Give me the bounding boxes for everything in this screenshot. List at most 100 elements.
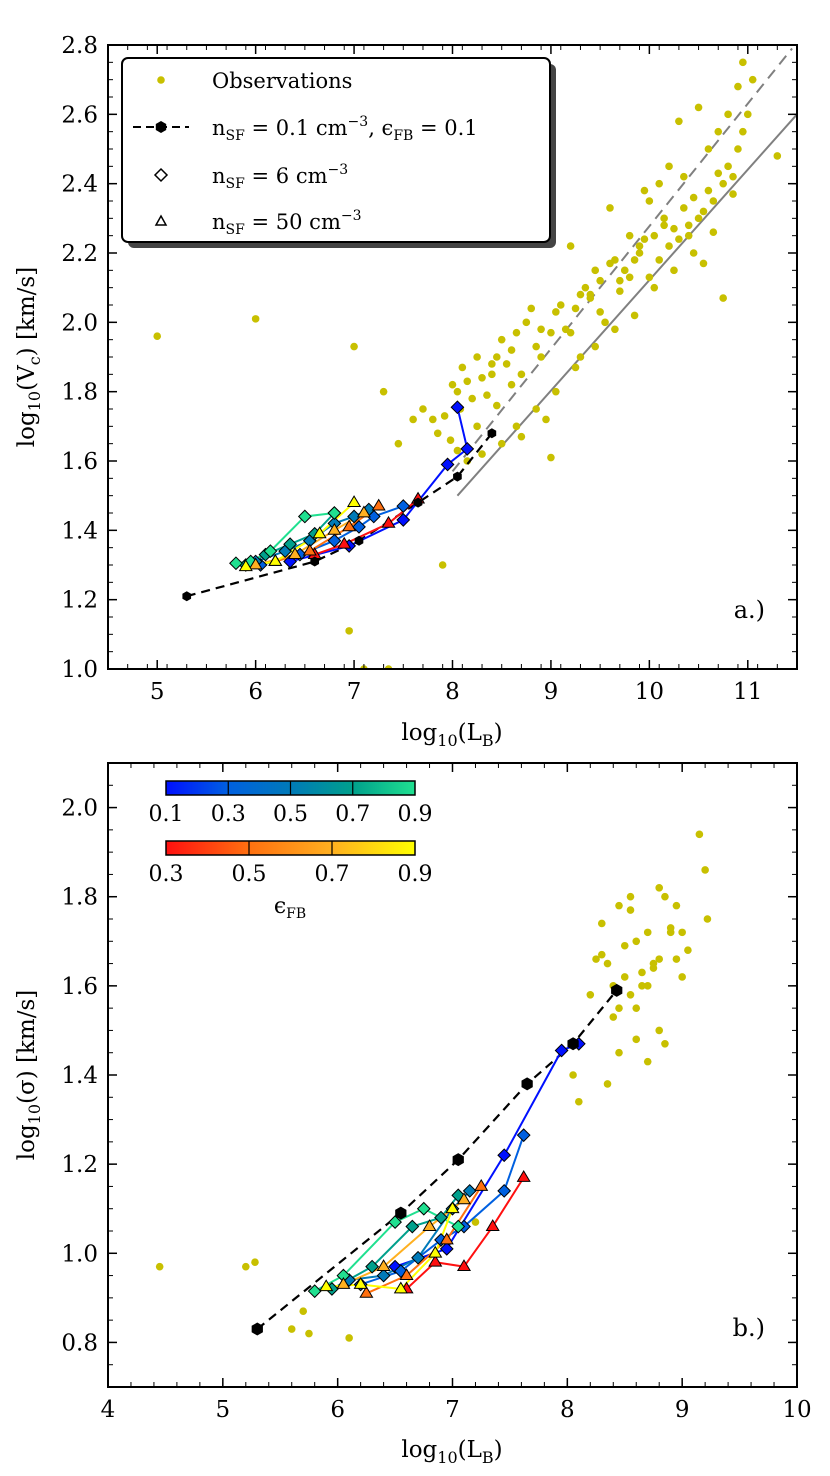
panel-b-observation-point bbox=[655, 955, 663, 963]
panel-b-diamond-marker bbox=[376, 1268, 391, 1283]
panel-a-observation-point bbox=[729, 172, 737, 181]
panel-b-x-axis-label: log10(LB) bbox=[401, 1437, 502, 1467]
panel-a-observation-point bbox=[684, 231, 693, 240]
panel-a-observation-point bbox=[616, 276, 624, 285]
panel-b-observation-point bbox=[638, 982, 646, 990]
panel-b-observation-point bbox=[695, 830, 704, 839]
panel-b-diamond-marker bbox=[405, 1219, 420, 1234]
panel-a-observation-point bbox=[581, 283, 590, 292]
panel-b-observation-point bbox=[626, 892, 635, 901]
panel-a-observation-point bbox=[552, 387, 560, 396]
panel-a-observation-point bbox=[620, 266, 629, 275]
panel-a-triangle-marker bbox=[337, 536, 352, 549]
panel-b-frame bbox=[107, 762, 798, 1388]
panel-b-triangle-marker bbox=[393, 1281, 408, 1294]
panel-a-observation-point bbox=[571, 304, 580, 313]
panel-b-x-tick-label: 6 bbox=[330, 1397, 345, 1423]
panel-a-reference-line-dashed bbox=[451, 47, 793, 473]
legend-hexagon-icon bbox=[155, 121, 167, 133]
panel-b-x-tick-label: 7 bbox=[445, 1397, 460, 1423]
panel-a-observation-point bbox=[345, 627, 353, 635]
colorbar-diamond-tick-label: 0.3 bbox=[211, 802, 246, 827]
panel-a-triangle-marker bbox=[248, 557, 263, 570]
panel-a-observation-point bbox=[448, 380, 457, 389]
panel-a-observation-point bbox=[665, 242, 673, 250]
panel-a-observation-point bbox=[699, 207, 708, 216]
panel-a-observation-point bbox=[734, 82, 742, 91]
panel-a-observation-point bbox=[630, 256, 639, 264]
panel-a-observation-point bbox=[522, 318, 531, 327]
panel-a-observation-point bbox=[492, 401, 501, 410]
panel-a-observation-point bbox=[478, 374, 486, 382]
panel-a-y-tick-label: 2.0 bbox=[61, 310, 98, 336]
panel-a-observation-point bbox=[478, 450, 486, 458]
panel-a-x-tick-label: 6 bbox=[248, 679, 263, 705]
panel-a-observation-point bbox=[394, 439, 403, 448]
panel-b-fiducial-hexagon-marker bbox=[611, 983, 623, 997]
panel-a-observation-point bbox=[630, 311, 639, 320]
panel-a-observation-point bbox=[650, 231, 659, 240]
panel-b-x-tick-label: 9 bbox=[675, 1397, 690, 1423]
panel-a-observation-point bbox=[502, 360, 511, 368]
panel-a-diamond-marker bbox=[283, 537, 297, 552]
panel-b-observation-point bbox=[620, 973, 629, 981]
panel-a-x-tick-label: 8 bbox=[445, 679, 460, 705]
panel-a-observation-point bbox=[517, 432, 526, 441]
panel-b-observation-point bbox=[597, 919, 606, 928]
panel-a-observation-point bbox=[507, 346, 516, 354]
panel-a-y-tick-label: 1.0 bbox=[61, 657, 98, 683]
panel-a-plot-area bbox=[153, 47, 797, 669]
panel-b-y-tick-label: 2.0 bbox=[61, 796, 98, 822]
legend-diamond-label: nSF = 6 cm−3 bbox=[212, 162, 348, 192]
panel-a-observation-point bbox=[497, 335, 506, 344]
panel-a-observation-point bbox=[635, 249, 644, 257]
panel-a-observation-point bbox=[719, 294, 727, 302]
panel-a-triangle-marker bbox=[381, 515, 396, 528]
legend: Observations nSF = 0.1 cm−3, ϵFB = 0.1 n… bbox=[121, 57, 551, 243]
panel-a-observation-point bbox=[724, 110, 732, 119]
panel-b-triangle-marker bbox=[319, 1279, 334, 1292]
panel-a-observation-point bbox=[596, 308, 604, 316]
panel-a-observation-point bbox=[379, 387, 388, 396]
panel-a-observation-point bbox=[463, 377, 472, 386]
panel-a: 5 6 7 8 9 10 111.01.21.41.61.82.02.22.42.62.8 … bbox=[14, 33, 798, 750]
panel-a-observation-point bbox=[440, 412, 449, 420]
panel-a-reference-line-solid bbox=[456, 113, 797, 497]
panel-a-observation-point bbox=[714, 169, 723, 178]
panel-a-observation-point bbox=[488, 360, 496, 368]
panel-a-observation-point bbox=[689, 249, 698, 257]
panel-b-diamond-marker bbox=[462, 1183, 477, 1198]
panel-a-data-layer bbox=[153, 47, 797, 669]
panel-a-triangle-marker bbox=[347, 495, 362, 507]
panel-b-observation-point bbox=[586, 990, 595, 999]
panel-b-track-line-triangle bbox=[365, 1185, 483, 1295]
colorbar-triangle-tick-label: 0.5 bbox=[232, 862, 267, 887]
panel-b-ticks: 4 5 6 7 8 9 10 0.8 1.0 1.2 1.4 1.6 1.8 2.0 bbox=[61, 762, 812, 1423]
panel-b-observation-point bbox=[609, 1013, 618, 1021]
panel-a-y-axis-label: log10(Vc) [km/s] bbox=[14, 267, 44, 447]
panel-a-observation-point bbox=[670, 266, 678, 275]
panel-a-tag: a.) bbox=[734, 596, 765, 624]
panel-a-observation-point bbox=[616, 287, 624, 295]
panel-b-observation-point bbox=[632, 937, 641, 946]
colorbars: 0.1 0.3 0.5 0.7 0.9 0.3 0.5 0.7 0.9 ϵFB bbox=[149, 780, 433, 922]
panel-b-observation-point bbox=[626, 990, 635, 999]
panel-a-triangle-marker bbox=[238, 559, 253, 572]
panel-b-diamond-marker bbox=[393, 1264, 408, 1279]
panel-a-observation-point bbox=[350, 342, 358, 351]
panel-a-observation-point bbox=[566, 328, 575, 337]
panel-b-observation-point bbox=[155, 1262, 164, 1271]
panel-a-observation-point bbox=[694, 214, 703, 223]
panel-b-y-tick-label: 1.2 bbox=[61, 1152, 98, 1178]
panel-a-observation-point bbox=[625, 273, 634, 282]
panel-a-observation-point bbox=[714, 127, 723, 136]
panel-a-observation-point bbox=[488, 370, 496, 379]
panel-a-observation-point bbox=[468, 394, 476, 403]
panel-b-observation-point bbox=[655, 1026, 663, 1035]
panel-a-observation-point bbox=[419, 405, 427, 413]
panel-a-diamond-marker bbox=[327, 533, 342, 548]
panel-b-diamond-marker bbox=[434, 1210, 448, 1225]
panel-a-observation-point bbox=[438, 561, 447, 569]
panel-a-ticks: 5 6 7 8 9 10 11 1.0 1.2 1.4 1.6 1.8 2.0 2.2 2.4 2.6 2.8 bbox=[61, 33, 798, 705]
panel-b-diamond-marker bbox=[516, 1128, 531, 1143]
